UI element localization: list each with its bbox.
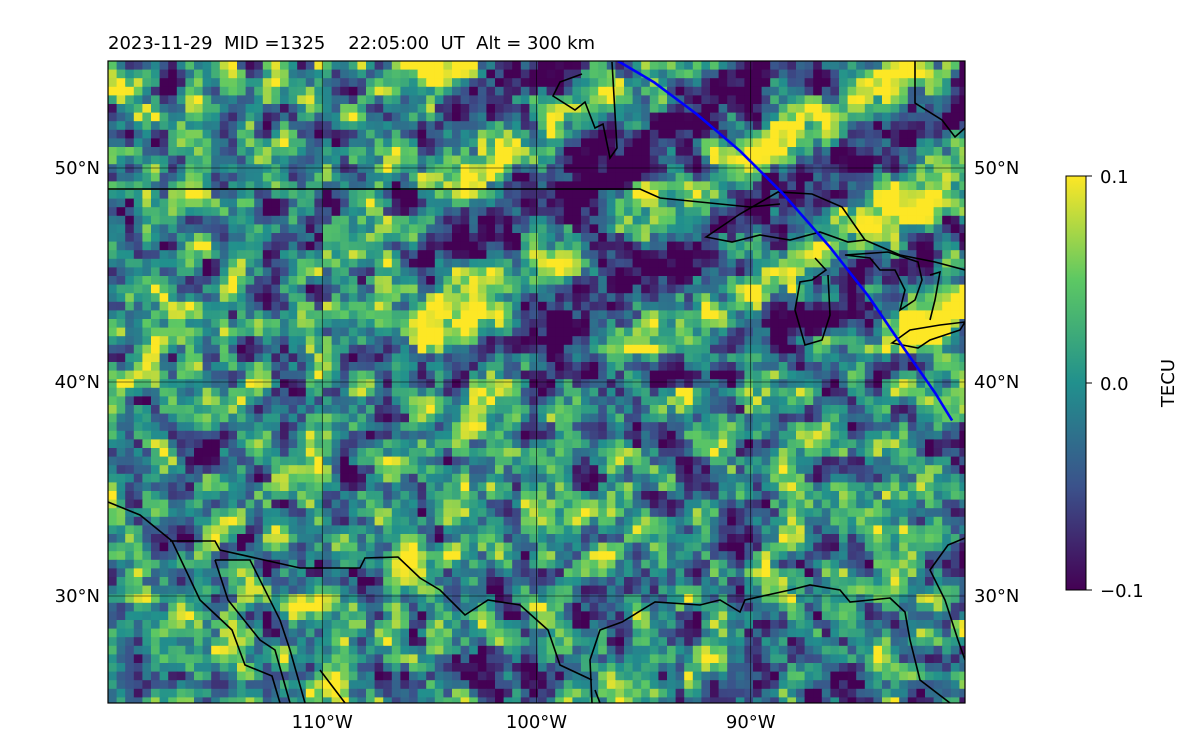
colorbar-tick-label: 0.1 (1100, 167, 1129, 188)
colorbar: 0.1 0.0 −0.1 TECU (1065, 167, 1179, 602)
coastline-east-canada (914, 61, 965, 139)
longitude-ticks: 110°W 100°W 90°W (292, 712, 776, 733)
border-us-mexico (170, 540, 593, 681)
lat-tick-label-left: 30°N (55, 586, 100, 607)
lat-tick-label-right: 30°N (974, 586, 1019, 607)
coastline-florida (929, 537, 965, 661)
lon-tick-label: 100°W (506, 712, 567, 733)
satellite-track-line (617, 61, 954, 422)
lat-tick-label-right: 40°N (974, 372, 1019, 393)
chart-title: 2023-11-29 MID =1325 22:05:00 UT Alt = 3… (108, 33, 595, 54)
graticule (108, 61, 965, 703)
coastline-baja (108, 501, 281, 703)
lake-erie (890, 321, 965, 349)
map-frame (107, 60, 966, 704)
coastline-hudson-bay (551, 61, 618, 160)
lon-tick-label: 90°W (726, 712, 776, 733)
colorbar-gradient (1065, 175, 1087, 591)
lake-superior (703, 191, 867, 243)
colorbar-ticks: 0.1 0.0 −0.1 (1086, 167, 1144, 602)
lon-tick-label: 110°W (292, 712, 353, 733)
colorbar-label: TECU (1158, 359, 1179, 408)
border-great-lakes-east (864, 239, 965, 321)
coastlines-and-borders (108, 61, 965, 703)
border-us-canada (108, 188, 781, 208)
coastline-gulf-of-california (214, 559, 306, 703)
lat-tick-label-left: 50°N (55, 158, 100, 179)
lat-tick-label-right: 50°N (974, 158, 1019, 179)
latitude-ticks: 50°N 50°N 40°N 40°N 30°N 30°N (55, 158, 1020, 607)
coastline-gulf-of-mexico (589, 584, 951, 703)
map-panel: 110°W 100°W 90°W 50°N 50°N 40°N 40°N 30°N 30°N (55, 60, 1020, 733)
tec-heatmap-cells (108, 61, 965, 703)
lake-michigan (794, 257, 831, 346)
lat-tick-label-left: 40°N (55, 372, 100, 393)
coastline-mexico-pacific (319, 669, 346, 703)
colorbar-tick-label: 0.0 (1100, 374, 1129, 395)
coastline-gulf-mexico-west (594, 689, 601, 703)
colorbar-tick-label: −0.1 (1100, 581, 1144, 602)
lake-huron (844, 251, 923, 312)
